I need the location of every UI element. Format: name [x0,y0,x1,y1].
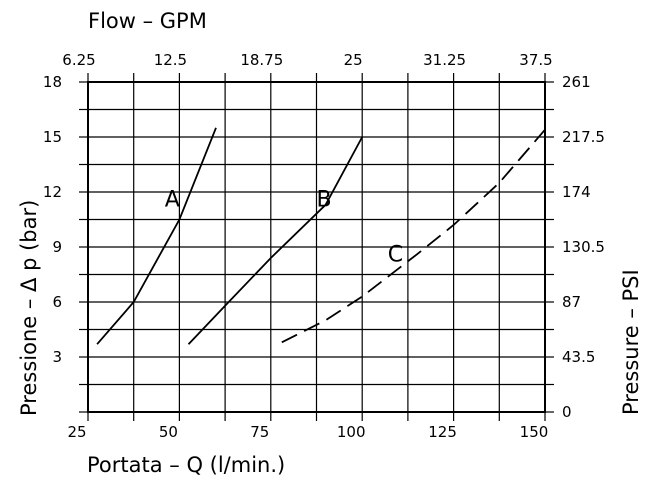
right-axis-title: Pressure – PSI [619,269,643,415]
grid [79,73,554,421]
right-tick-label: 43.5 [562,348,595,366]
left-axis-title: Pressione – Δ p (bar) [17,200,41,416]
bottom-tick-label: 50 [159,423,178,441]
bottom-tick-label: 100 [337,423,366,441]
series-line-c [281,129,546,344]
series-line-b [187,136,363,345]
right-tick-label: 217.5 [562,128,605,146]
curve-labels: A B C [165,188,403,268]
left-tick-label: 3 [52,348,62,366]
tick-labels: 6.25 12.5 18.75 25 31.25 37.525 50 75 100 125 1503… [43,51,605,441]
top-axis-title: Flow – GPM [88,9,207,33]
bottom-tick-label: 150 [520,423,549,441]
top-tick-label: 25 [344,51,363,69]
top-tick-label: 37.5 [519,51,552,69]
top-tick-label: 31.25 [423,51,466,69]
top-tick-label: 6.25 [62,51,95,69]
curve-label-c: C [388,243,403,268]
left-tick-label: 6 [52,293,62,311]
top-tick-label: 12.5 [154,51,187,69]
left-tick-label: 9 [52,238,62,256]
right-tick-label: 87 [562,293,581,311]
bottom-tick-label: 75 [250,423,269,441]
right-tick-label: 261 [562,73,591,91]
curve-label-b: B [317,188,332,213]
left-tick-label: 18 [43,73,62,91]
bottom-tick-label: 25 [67,423,86,441]
top-tick-label: 18.75 [240,51,283,69]
right-tick-label: 0 [562,403,572,421]
left-tick-label: 12 [43,183,62,201]
bottom-axis-title: Portata – Q (l/min.) [87,453,285,477]
bottom-tick-label: 125 [428,423,457,441]
right-tick-label: 174 [562,183,591,201]
right-tick-label: 130.5 [562,238,605,256]
left-tick-label: 15 [43,128,62,146]
curve-label-a: A [165,188,180,213]
series-layer [96,127,546,345]
series-line-a [96,127,217,345]
